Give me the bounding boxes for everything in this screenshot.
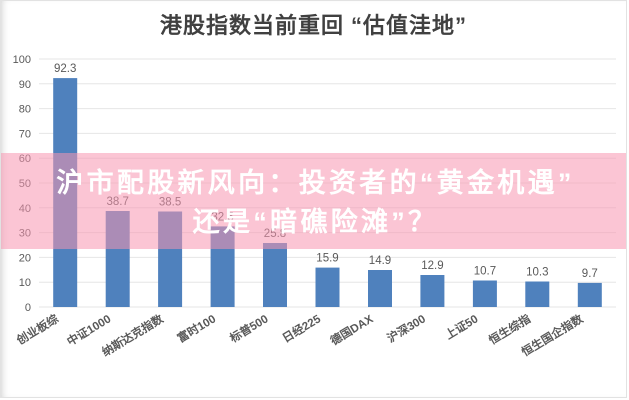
svg-text:20: 20 <box>19 252 31 264</box>
svg-text:10.7: 10.7 <box>474 266 496 278</box>
svg-text:80: 80 <box>19 104 31 116</box>
svg-text:中证1000: 中证1000 <box>64 312 113 349</box>
svg-text:恒生综指: 恒生综指 <box>486 311 533 347</box>
svg-text:0: 0 <box>25 302 31 314</box>
svg-text:标普500: 标普500 <box>226 312 270 346</box>
svg-text:德国DAX: 德国DAX <box>327 311 376 348</box>
svg-text:上证50: 上证50 <box>443 312 481 342</box>
svg-text:日经225: 日经225 <box>280 311 324 345</box>
svg-text:100: 100 <box>13 54 31 66</box>
svg-text:70: 70 <box>19 128 31 140</box>
svg-text:90: 90 <box>19 79 31 91</box>
svg-text:92.3: 92.3 <box>54 63 76 75</box>
svg-text:9.7: 9.7 <box>582 268 598 280</box>
svg-text:10: 10 <box>19 277 31 289</box>
svg-text:12.9: 12.9 <box>421 260 443 272</box>
svg-text:10.3: 10.3 <box>526 267 548 279</box>
svg-text:富时100: 富时100 <box>175 312 218 346</box>
svg-text:14.9: 14.9 <box>369 255 391 267</box>
svg-text:15.9: 15.9 <box>316 253 338 265</box>
svg-text:创业板综: 创业板综 <box>13 311 61 347</box>
svg-text:沪深300: 沪深300 <box>385 312 428 346</box>
